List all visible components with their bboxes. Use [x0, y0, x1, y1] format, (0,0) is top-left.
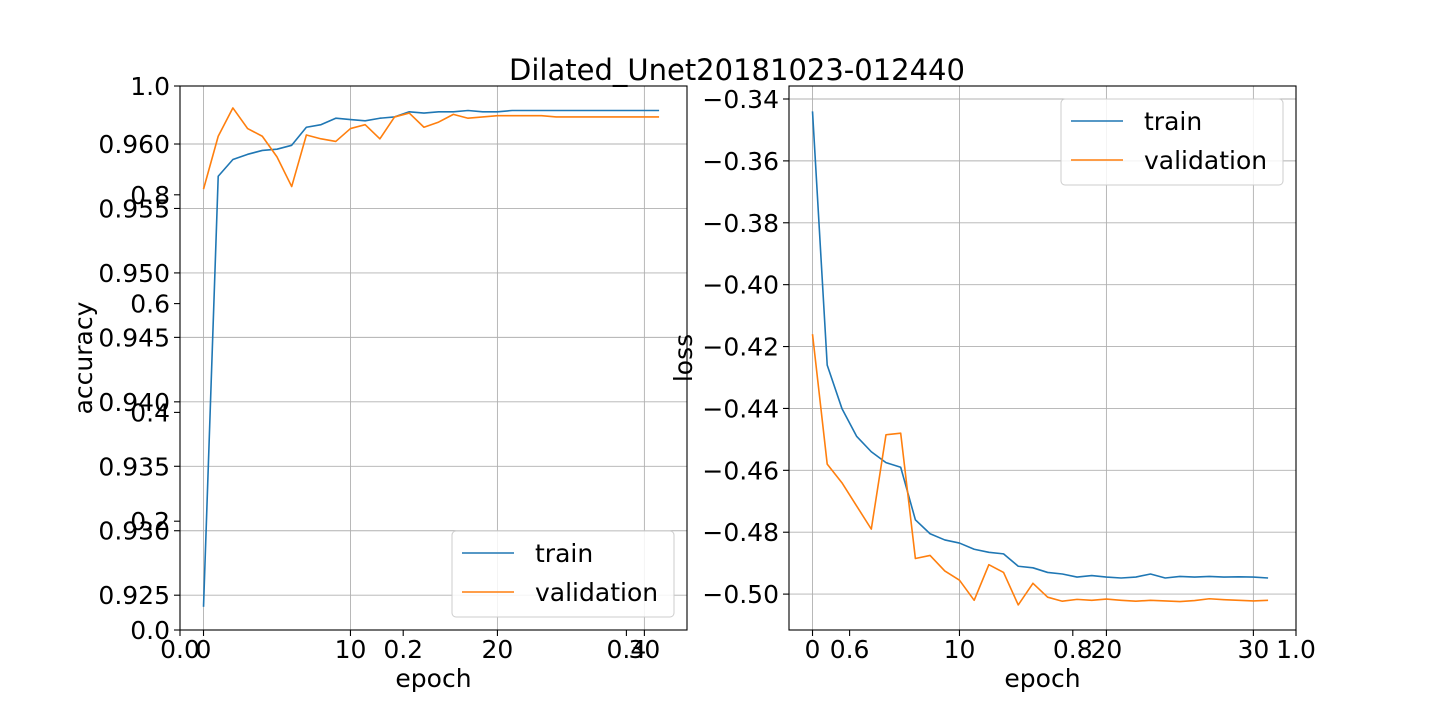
accuracy-subplot: 0 10 20 30 0.925 0.930 0.935 0.940 0.945 0.950 0.9…: [69, 85, 688, 693]
x-axis-label: epoch: [395, 664, 471, 693]
legend-label-train: train: [1144, 107, 1202, 136]
y-tick-label: 0.955: [98, 194, 170, 223]
overlay-axis-ticks: 0.0 0.2 0.4 0.6 0.8 1.0 0.0 0.2 0.4 0.6 0.8 1.0: [130, 72, 1316, 664]
x-tick-label: 20: [1091, 635, 1123, 664]
y-tick-label: −0.42: [702, 333, 779, 362]
x-axis-label: epoch: [1004, 664, 1080, 693]
y-tick-label: 0.940: [98, 388, 170, 417]
legend: train validation: [451, 530, 675, 618]
axes-frame: [179, 85, 688, 631]
y-tick-label: −0.38: [702, 209, 779, 238]
y-axis-label: accuracy: [69, 301, 98, 414]
figure-title: Dilated_Unet20181023-012440: [509, 53, 965, 87]
overlay-x-tick-label: 1.0: [1276, 635, 1316, 664]
legend-label-train: train: [535, 539, 593, 568]
overlay-y-tick-label: 0.2: [130, 507, 170, 536]
y-tick-label: −0.40: [702, 271, 779, 300]
x-tick-label: 20: [482, 635, 514, 664]
y-tick-label: 0.945: [98, 323, 170, 352]
y-tick-label: −0.50: [702, 580, 779, 609]
x-tick-label: 10: [335, 635, 367, 664]
y-tick-label: 0.950: [98, 259, 170, 288]
legend: train validation: [1060, 98, 1284, 186]
legend-label-validation: validation: [1144, 146, 1267, 175]
overlay-y-tick-label: 0.8: [130, 181, 170, 210]
y-tick-label: 0.960: [98, 130, 170, 159]
overlay-y-tick-label: 0.0: [130, 616, 170, 645]
x-tick-label: 0: [196, 635, 212, 664]
series-line-validation: [202, 107, 660, 190]
y-axis-label: loss: [669, 334, 698, 382]
y-tick-label: 0.925: [98, 581, 170, 610]
loss-subplot: 0 10 20 30 −0.50 −0.48 −0.46 −0.44 −0.42 −0.40 −0.…: [669, 85, 1297, 693]
y-tick-label: 0.930: [98, 517, 170, 546]
x-tick-label: 0: [805, 635, 821, 664]
overlay-x-tick-label: 0.4: [607, 635, 647, 664]
x-tick-label: 30: [628, 635, 660, 664]
overlay-y-tick-label: 0.4: [130, 398, 170, 427]
overlay-x-tick-label: 0.2: [383, 635, 423, 664]
series-line-validation: [811, 334, 1269, 606]
grid-lines: [180, 86, 687, 630]
overlay-y-tick-label: 1.0: [130, 72, 170, 101]
legend-label-validation: validation: [535, 578, 658, 607]
y-tick-label: −0.36: [702, 147, 779, 176]
x-tick-label: 30: [1237, 635, 1269, 664]
y-tick-label: −0.34: [702, 85, 779, 114]
x-tick-label: 10: [944, 635, 976, 664]
overlay-x-tick-label: 0.0: [160, 635, 200, 664]
series-line-train: [202, 109, 660, 607]
y-tick-label: 0.935: [98, 452, 170, 481]
y-tick-label: −0.44: [702, 394, 779, 423]
overlay-x-tick-label: 0.6: [830, 635, 870, 664]
overlay-x-tick-label: 0.8: [1053, 635, 1093, 664]
y-tick-label: −0.46: [702, 456, 779, 485]
axes-frame: [788, 85, 1297, 631]
y-tick-label: −0.48: [702, 518, 779, 547]
overlay-y-tick-label: 0.6: [130, 290, 170, 319]
series-line-train: [811, 111, 1269, 579]
